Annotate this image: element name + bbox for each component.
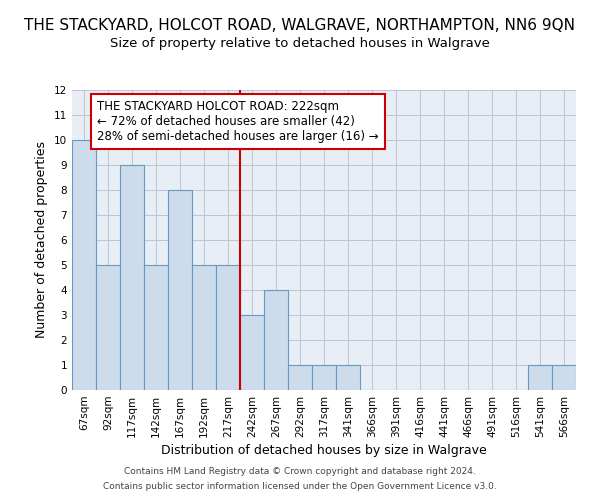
Bar	[528, 365, 552, 390]
Text: THE STACKYARD, HOLCOT ROAD, WALGRAVE, NORTHAMPTON, NN6 9QN: THE STACKYARD, HOLCOT ROAD, WALGRAVE, NO…	[25, 18, 575, 32]
Bar	[312, 365, 336, 390]
Bar	[552, 365, 576, 390]
Bar	[216, 265, 240, 390]
Bar	[120, 165, 144, 390]
Text: Size of property relative to detached houses in Walgrave: Size of property relative to detached ho…	[110, 38, 490, 51]
Bar	[192, 265, 216, 390]
Bar	[288, 365, 312, 390]
Bar	[264, 290, 288, 390]
Text: THE STACKYARD HOLCOT ROAD: 222sqm
← 72% of detached houses are smaller (42)
28% : THE STACKYARD HOLCOT ROAD: 222sqm ← 72% …	[97, 100, 379, 143]
Bar	[96, 265, 120, 390]
Bar	[144, 265, 168, 390]
Bar	[72, 140, 96, 390]
Y-axis label: Number of detached properties: Number of detached properties	[35, 142, 49, 338]
Text: Contains HM Land Registry data © Crown copyright and database right 2024.: Contains HM Land Registry data © Crown c…	[124, 467, 476, 476]
Bar	[336, 365, 360, 390]
X-axis label: Distribution of detached houses by size in Walgrave: Distribution of detached houses by size …	[161, 444, 487, 457]
Text: Contains public sector information licensed under the Open Government Licence v3: Contains public sector information licen…	[103, 482, 497, 491]
Bar	[240, 315, 264, 390]
Bar	[168, 190, 192, 390]
